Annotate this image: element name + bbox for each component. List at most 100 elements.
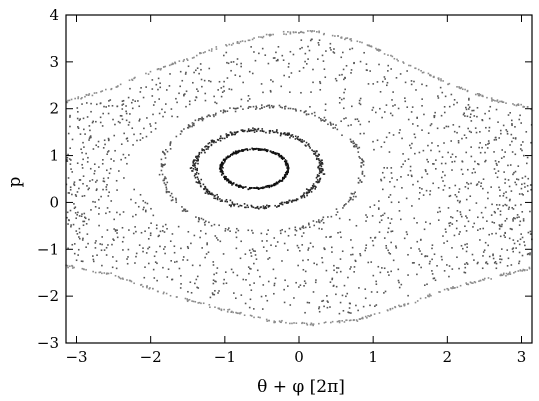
scatter-point — [521, 183, 523, 186]
scatter-point — [289, 31, 292, 34]
scatter-point — [113, 239, 115, 242]
scatter-point — [376, 139, 379, 142]
scatter-point — [201, 148, 203, 150]
scatter-point — [456, 199, 459, 202]
scatter-point — [321, 228, 323, 230]
scatter-point — [319, 160, 322, 163]
scatter-point — [222, 54, 225, 57]
scatter-point — [518, 224, 521, 226]
scatter-point — [463, 134, 466, 136]
scatter-point — [258, 36, 260, 38]
scatter-point — [499, 274, 502, 277]
scatter-point — [240, 186, 243, 188]
scatter-point — [511, 206, 514, 209]
scatter-point — [308, 49, 311, 52]
scatter-point — [119, 83, 122, 86]
scatter-point — [223, 80, 225, 83]
scatter-point — [112, 118, 114, 121]
scatter-point — [391, 55, 394, 58]
scatter-point — [220, 137, 222, 139]
scatter-point — [272, 106, 275, 109]
scatter-point — [390, 230, 393, 233]
scatter-point — [392, 105, 394, 107]
scatter-point — [315, 181, 318, 183]
scatter-point — [195, 155, 197, 158]
scatter-point — [138, 244, 141, 246]
scatter-point — [314, 150, 316, 153]
scatter-point — [418, 151, 421, 154]
scatter-point — [332, 284, 335, 287]
scatter-point — [360, 165, 362, 167]
scatter-point — [263, 207, 266, 210]
scatter-point — [185, 90, 188, 93]
scatter-point — [198, 72, 200, 75]
scatter-point — [296, 137, 298, 139]
scatter-point — [304, 311, 306, 314]
scatter-point — [307, 222, 310, 225]
scatter-point — [377, 207, 380, 209]
scatter-point — [117, 120, 120, 123]
scatter-point — [459, 87, 462, 90]
scatter-point — [226, 61, 228, 64]
scatter-point — [429, 260, 431, 263]
scatter-point — [162, 225, 164, 228]
scatter-point — [456, 210, 459, 212]
scatter-point — [329, 47, 332, 49]
scatter-point — [491, 221, 494, 223]
scatter-point — [185, 105, 187, 108]
scatter-point — [343, 203, 346, 206]
scatter-point — [126, 262, 129, 265]
scatter-point — [459, 213, 462, 216]
scatter-point — [275, 59, 278, 62]
scatter-point — [179, 287, 182, 289]
scatter-point — [316, 179, 319, 181]
scatter-point — [308, 301, 311, 304]
scatter-point — [202, 118, 205, 120]
scatter-point — [134, 100, 137, 103]
scatter-point — [340, 236, 342, 239]
scatter-point — [318, 307, 320, 310]
scatter-point — [437, 77, 440, 79]
scatter-point — [351, 193, 354, 195]
scatter-point — [416, 125, 419, 127]
scatter-point — [155, 227, 158, 230]
scatter-point — [195, 96, 198, 99]
scatter-point — [305, 63, 308, 65]
scatter-point — [382, 214, 384, 216]
scatter-point — [210, 224, 213, 227]
scatter-point — [210, 192, 213, 195]
scatter-point — [166, 276, 169, 278]
scatter-point — [112, 256, 114, 258]
scatter-point — [298, 31, 300, 34]
scatter-point — [103, 249, 106, 251]
scatter-point — [398, 132, 401, 134]
scatter-point — [240, 240, 242, 243]
scatter-point — [429, 74, 432, 77]
scatter-point — [332, 127, 335, 129]
scatter-point — [90, 102, 92, 105]
scatter-point — [197, 158, 199, 160]
scatter-point — [323, 120, 326, 122]
scatter-point — [212, 264, 215, 266]
scatter-point — [116, 85, 119, 88]
scatter-point — [402, 153, 404, 155]
scatter-point — [236, 58, 239, 60]
scatter-point — [256, 187, 259, 189]
scatter-point — [308, 223, 310, 226]
scatter-point — [301, 226, 304, 229]
scatter-point — [523, 241, 525, 243]
scatter-point — [383, 141, 386, 144]
scatter-point — [443, 142, 445, 144]
scatter-point — [366, 44, 369, 46]
scatter-point — [287, 134, 289, 136]
scatter-point — [506, 133, 509, 135]
scatter-point — [370, 261, 373, 263]
scatter-point — [481, 267, 484, 270]
scatter-point — [240, 150, 243, 152]
scatter-point — [505, 102, 507, 104]
scatter-point — [247, 188, 250, 191]
scatter-point — [99, 271, 102, 273]
scatter-point — [357, 120, 360, 123]
scatter-point — [109, 167, 112, 170]
scatter-point — [325, 236, 327, 238]
